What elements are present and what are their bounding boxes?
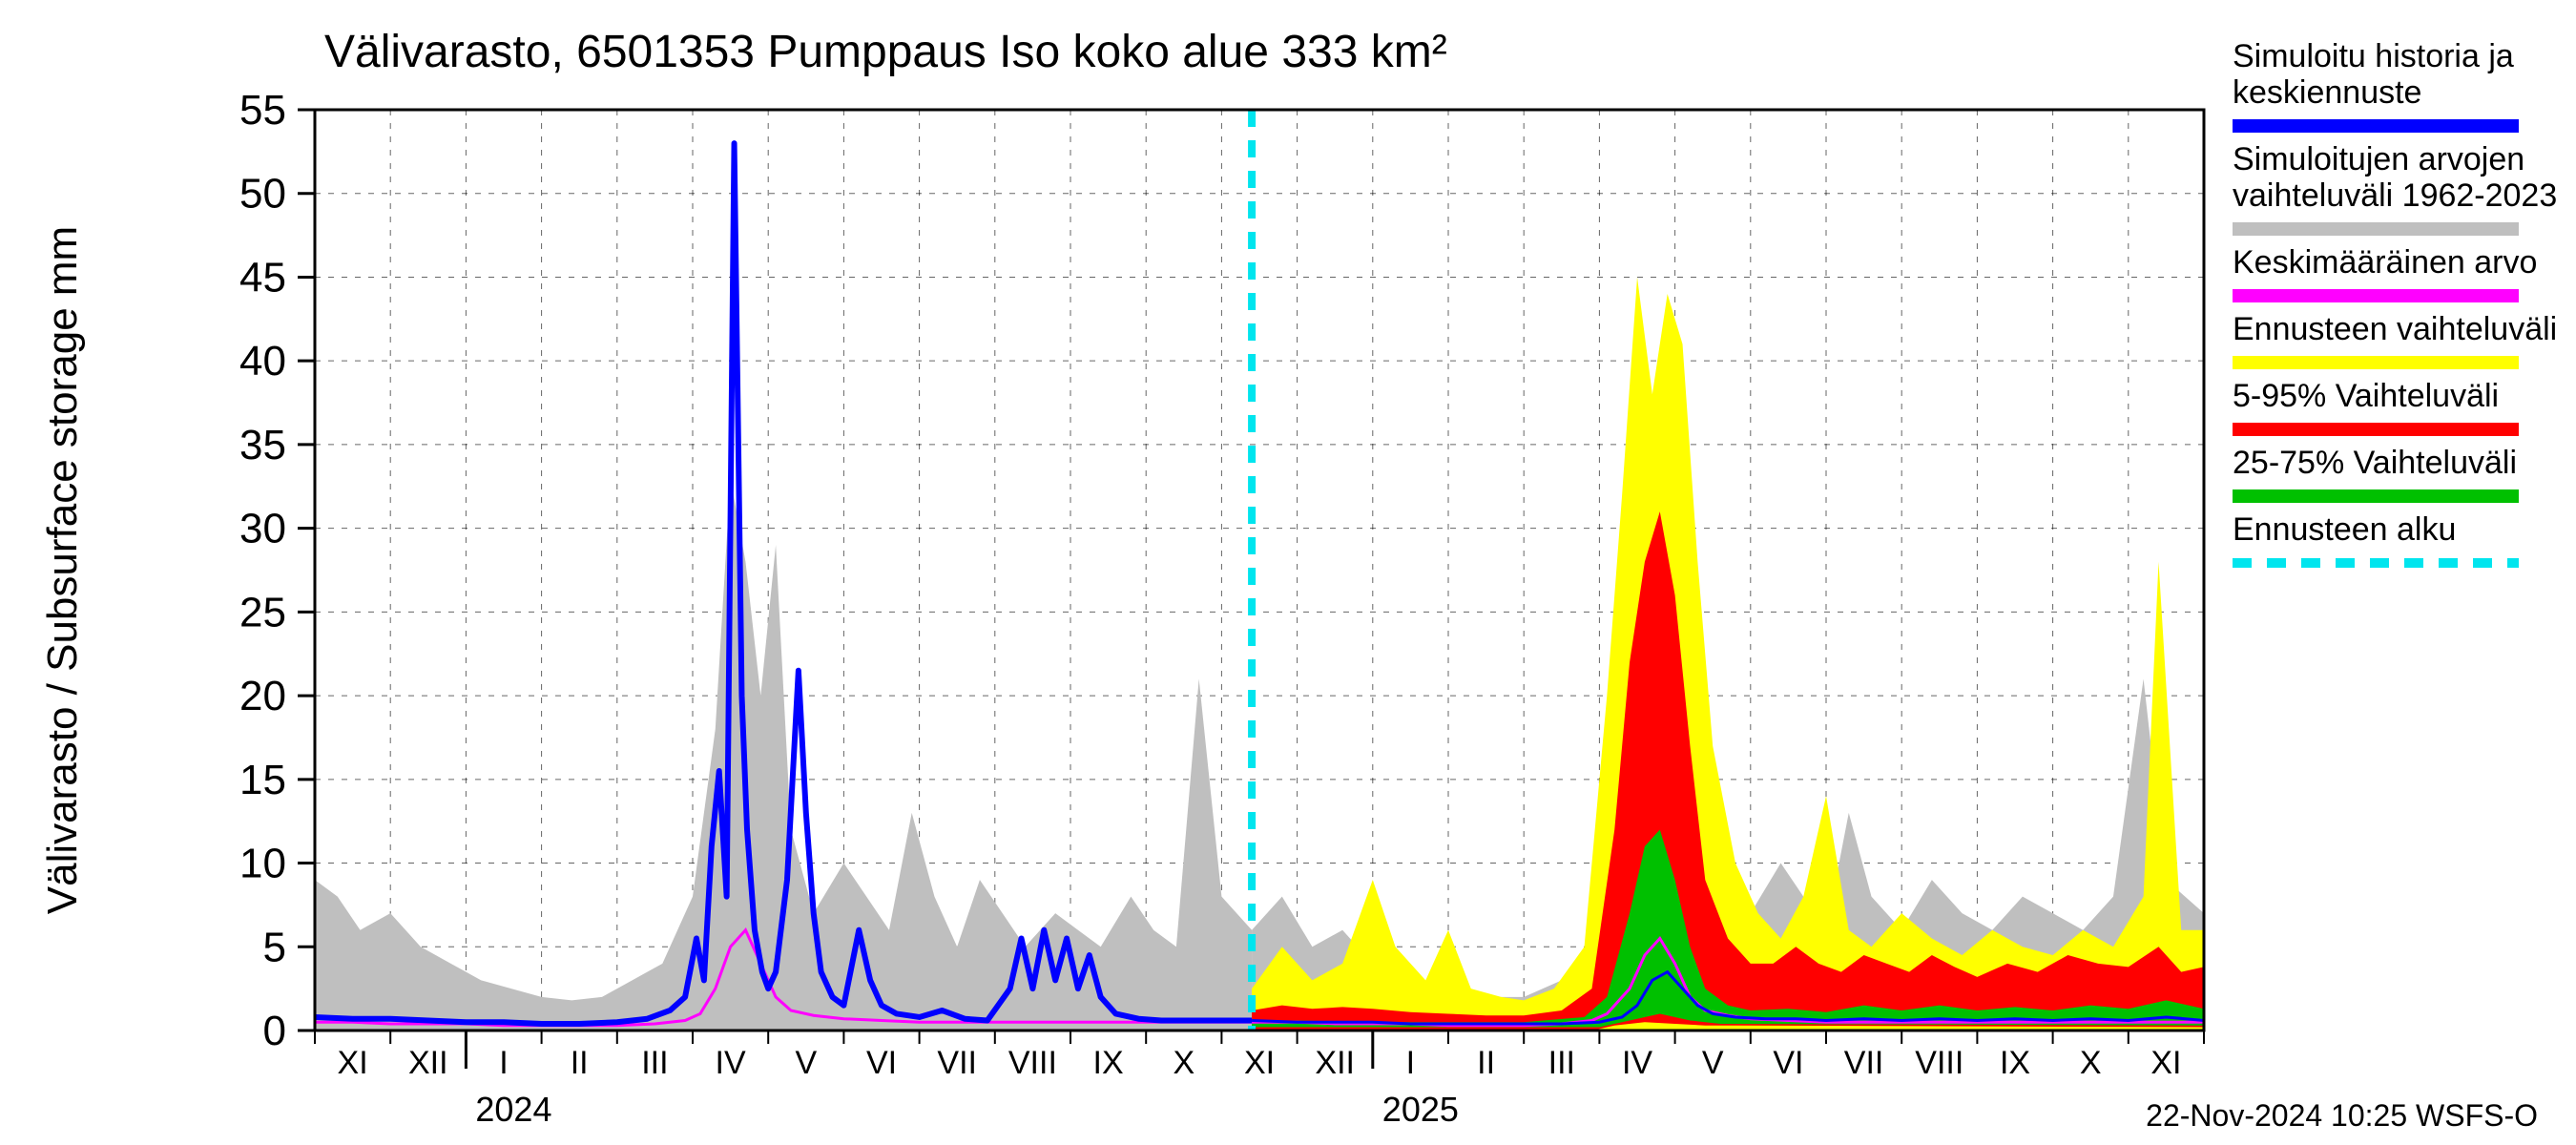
legend-label: Ennusteen alku <box>2233 511 2456 548</box>
x-month-label: VI <box>866 1045 897 1081</box>
y-tick-label: 50 <box>239 171 286 218</box>
chart-container: 0510152025303540455055XIXIIIIIIIIIVVVIVI… <box>0 0 2576 1145</box>
x-month-label: IV <box>1622 1045 1652 1081</box>
legend-label: keskiennuste <box>2233 74 2421 111</box>
x-month-label: XII <box>1315 1045 1355 1081</box>
y-tick-label: 0 <box>263 1008 286 1054</box>
legend-label: Simuloitu historia ja <box>2233 38 2514 74</box>
chart-title: Välivarasto, 6501353 Pumppaus Iso koko a… <box>324 27 1447 77</box>
y-tick-label: 20 <box>239 673 286 719</box>
x-month-label: VII <box>1844 1045 1884 1081</box>
x-month-label: II <box>571 1045 589 1081</box>
x-month-label: I <box>499 1045 508 1081</box>
x-month-label: VIII <box>1008 1045 1057 1081</box>
x-month-label: III <box>1548 1045 1575 1081</box>
y-tick-label: 15 <box>239 757 286 803</box>
x-month-label: XI <box>2150 1045 2181 1081</box>
legend-label: Ennusteen vaihteluväli <box>2233 311 2557 347</box>
x-month-label: II <box>1477 1045 1495 1081</box>
legend-label: 5-95% Vaihteluväli <box>2233 378 2499 414</box>
x-month-label: III <box>641 1045 668 1081</box>
x-month-label: IX <box>1093 1045 1124 1081</box>
x-month-label: XI <box>338 1045 368 1081</box>
x-month-label: XII <box>408 1045 448 1081</box>
y-tick-label: 30 <box>239 506 286 552</box>
x-month-label: V <box>795 1045 817 1081</box>
x-month-label: IV <box>716 1045 746 1081</box>
y-tick-label: 35 <box>239 422 286 468</box>
x-month-label: VII <box>937 1045 977 1081</box>
legend-label: Keskimääräinen arvo <box>2233 244 2537 281</box>
x-month-label: V <box>1702 1045 1724 1081</box>
footer-timestamp: 22-Nov-2024 10:25 WSFS-O <box>2146 1098 2538 1133</box>
x-month-label: X <box>1173 1045 1195 1081</box>
x-month-label: X <box>2080 1045 2102 1081</box>
y-tick-label: 10 <box>239 841 286 887</box>
x-year-label: 2024 <box>475 1090 551 1129</box>
y-tick-label: 55 <box>239 87 286 134</box>
legend-label: 25-75% Vaihteluväli <box>2233 445 2517 481</box>
chart-svg: 0510152025303540455055XIXIIIIIIIIIVVVIVI… <box>0 0 2576 1145</box>
x-month-label: VIII <box>1915 1045 1963 1081</box>
x-month-label: VI <box>1773 1045 1803 1081</box>
x-month-label: I <box>1406 1045 1415 1081</box>
y-tick-label: 45 <box>239 254 286 301</box>
y-tick-label: 40 <box>239 338 286 385</box>
y-tick-label: 25 <box>239 589 286 635</box>
legend-label: Simuloitujen arvojen <box>2233 141 2524 177</box>
y-tick-label: 5 <box>263 924 286 970</box>
x-month-label: XI <box>1244 1045 1275 1081</box>
legend-label: vaihteluväli 1962-2023 <box>2233 177 2557 214</box>
x-month-label: IX <box>2000 1045 2030 1081</box>
y-axis-label: Välivarasto / Subsurface storage mm <box>39 226 86 914</box>
x-year-label: 2025 <box>1382 1090 1459 1129</box>
